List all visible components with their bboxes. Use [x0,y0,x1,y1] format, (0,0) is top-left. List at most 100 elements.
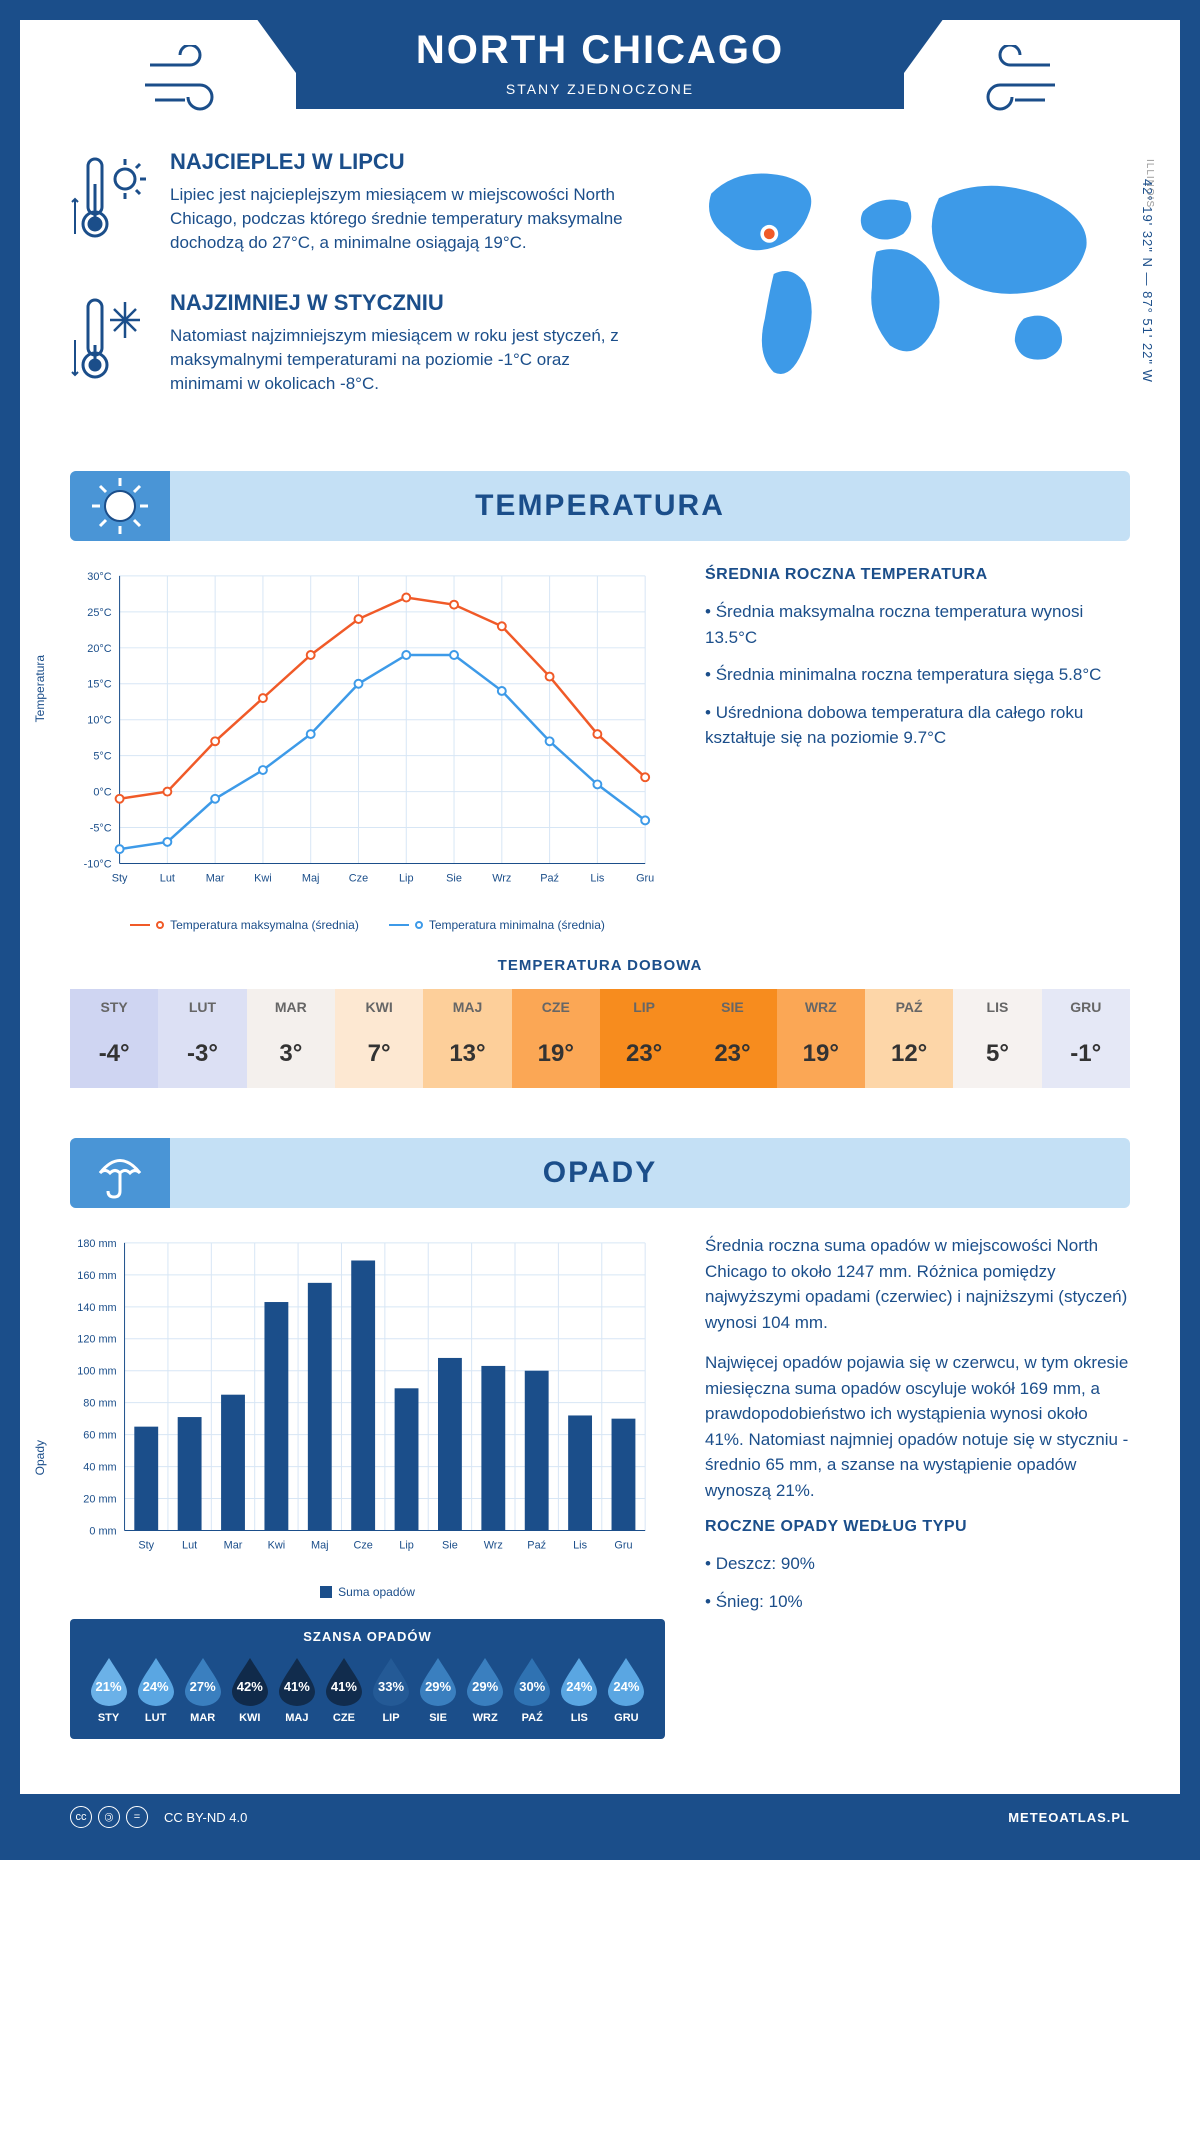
svg-text:Wrz: Wrz [492,872,511,884]
svg-text:140 mm: 140 mm [77,1302,116,1314]
temp-cell: GRU-1° [1042,989,1130,1088]
svg-text:15°C: 15°C [87,679,111,691]
precipitation-section-header: OPADY [70,1138,1130,1208]
temp-cell: LUT-3° [158,989,246,1088]
svg-text:Sie: Sie [446,872,462,884]
svg-text:Gru: Gru [614,1539,632,1551]
coldest-title: NAJZIMNIEJ W STYCZNIU [170,290,637,316]
svg-text:-5°C: -5°C [90,823,112,835]
legend-label: Suma opadów [338,1585,415,1599]
svg-text:20 mm: 20 mm [83,1494,116,1506]
rain-drop-cell: 41%MAJ [273,1656,320,1724]
svg-text:Lut: Lut [160,872,175,884]
coldest-text: Natomiast najzimniejszym miesiącem w rok… [170,324,637,395]
world-map: ILLINOIS 42° 19' 32" N — 87° 51' 22" W [667,149,1131,431]
rain-drop-cell: 24%LUT [132,1656,179,1724]
rain-drop-cell: 41%CZE [320,1656,367,1724]
title-banner: NORTH CHICAGO STANY ZJEDNOCZONE [296,18,904,109]
page: NORTH CHICAGO STANY ZJEDNOCZONE NAJCIEPL… [0,0,1200,1860]
rain-type-title: ROCZNE OPADY WEDŁUG TYPU [705,1518,1130,1536]
thermometer-snow-icon [70,290,150,401]
svg-text:Kwi: Kwi [268,1539,286,1551]
rain-type-item: Deszcz: 90% [705,1551,1130,1577]
svg-text:Kwi: Kwi [254,872,272,884]
temp-cell: CZE19° [512,989,600,1088]
temp-cell: KWI7° [335,989,423,1088]
section-title: OPADY [70,1156,1130,1190]
rain-drop-cell: 29%SIE [415,1656,462,1724]
rain-chance-title: SZANSA OPADÓW [85,1629,650,1644]
svg-text:60 mm: 60 mm [83,1430,116,1442]
svg-text:Lip: Lip [399,1539,414,1551]
cc-by-icon: 🄯 [98,1806,120,1828]
rain-info-p2: Najwięcej opadów pojawia się w czerwcu, … [705,1350,1130,1503]
rain-drop-cell: 21%STY [85,1656,132,1724]
thermometer-sun-icon [70,149,150,260]
temp-cell: MAR3° [247,989,335,1088]
y-axis-label: Temperatura [33,655,47,722]
city-name: NORTH CHICAGO [416,28,784,73]
temp-cell: MAJ13° [423,989,511,1088]
legend-item: Temperatura minimalna (średnia) [389,918,605,932]
section-title: TEMPERATURA [70,489,1130,523]
info-bullet: Średnia minimalna roczna temperatura się… [705,662,1130,688]
sun-icon [70,471,170,541]
svg-text:Lis: Lis [590,872,604,884]
svg-text:Mar: Mar [224,1539,243,1551]
svg-text:Cze: Cze [353,1539,372,1551]
chart-legend: Temperatura maksymalna (średnia) Temperat… [70,918,665,932]
world-map-svg [667,149,1131,399]
rain-drop-cell: 27%MAR [179,1656,226,1724]
header: NORTH CHICAGO STANY ZJEDNOCZONE [70,20,1130,109]
svg-text:120 mm: 120 mm [77,1334,116,1346]
svg-text:40 mm: 40 mm [83,1462,116,1474]
warmest-text: Lipiec jest najcieplejszym miesiącem w m… [170,183,637,254]
temp-cell: LIS5° [953,989,1041,1088]
svg-text:Lip: Lip [399,872,414,884]
license-block: cc 🄯 = CC BY-ND 4.0 [70,1806,247,1828]
temp-cell: LIP23° [600,989,688,1088]
rain-type-item: Śnieg: 10% [705,1589,1130,1615]
svg-text:Mar: Mar [206,872,225,884]
svg-text:Maj: Maj [311,1539,329,1551]
svg-text:Sty: Sty [112,872,128,884]
svg-text:Lut: Lut [182,1539,197,1551]
site-name: METEOATLAS.PL [1008,1810,1130,1825]
svg-text:Wrz: Wrz [484,1539,503,1551]
svg-text:20°C: 20°C [87,643,111,655]
wind-icon [970,45,1060,129]
info-bullet: Uśredniona dobowa temperatura dla całego… [705,700,1130,751]
rain-drop-cell: 24%LIS [556,1656,603,1724]
temperature-chart: Temperatura -10°C-5°C0°C5°C10°C15°C20°C2… [70,566,665,932]
chart-legend: Suma opadów [70,1585,665,1599]
temp-cell: PAŹ12° [865,989,953,1088]
cc-nd-icon: = [126,1806,148,1828]
svg-text:Paź: Paź [540,872,559,884]
temp-cell: SIE23° [688,989,776,1088]
warmest-block: NAJCIEPLEJ W LIPCU Lipiec jest najcieple… [70,149,637,260]
rain-drop-cell: 42%KWI [226,1656,273,1724]
precipitation-info: Średnia roczna suma opadów w miejscowośc… [705,1233,1130,1739]
rain-chance-panel: SZANSA OPADÓW 21%STY24%LUT27%MAR42%KWI41… [70,1619,665,1739]
rain-drop-cell: 29%WRZ [462,1656,509,1724]
rain-drop-cell: 24%GRU [603,1656,650,1724]
intro-row: NAJCIEPLEJ W LIPCU Lipiec jest najcieple… [70,109,1130,461]
info-bullet: Średnia maksymalna roczna temperatura wy… [705,599,1130,650]
rain-drop-cell: 30%PAŹ [509,1656,556,1724]
coldest-block: NAJZIMNIEJ W STYCZNIU Natomiast najzimni… [70,290,637,401]
license-text: CC BY-ND 4.0 [164,1810,247,1825]
svg-text:100 mm: 100 mm [77,1366,116,1378]
precipitation-chart: Opady 0 mm20 mm40 mm60 mm80 mm100 mm120 … [70,1233,665,1739]
footer: cc 🄯 = CC BY-ND 4.0 METEOATLAS.PL [20,1794,1180,1840]
svg-text:25°C: 25°C [87,607,111,619]
svg-text:80 mm: 80 mm [83,1398,116,1410]
umbrella-icon [70,1138,170,1208]
svg-text:Lis: Lis [573,1539,587,1551]
temperature-section-header: TEMPERATURA [70,471,1130,541]
precipitation-bar-chart: 0 mm20 mm40 mm60 mm80 mm100 mm120 mm140 … [70,1233,665,1570]
warmest-title: NAJCIEPLEJ W LIPCU [170,149,637,175]
temperature-info: ŚREDNIA ROCZNA TEMPERATURA Średnia maksy… [705,566,1130,932]
legend-item: Temperatura maksymalna (średnia) [130,918,359,932]
temperature-line-chart: -10°C-5°C0°C5°C10°C15°C20°C25°C30°CStyLu… [70,566,665,903]
svg-text:10°C: 10°C [87,715,111,727]
